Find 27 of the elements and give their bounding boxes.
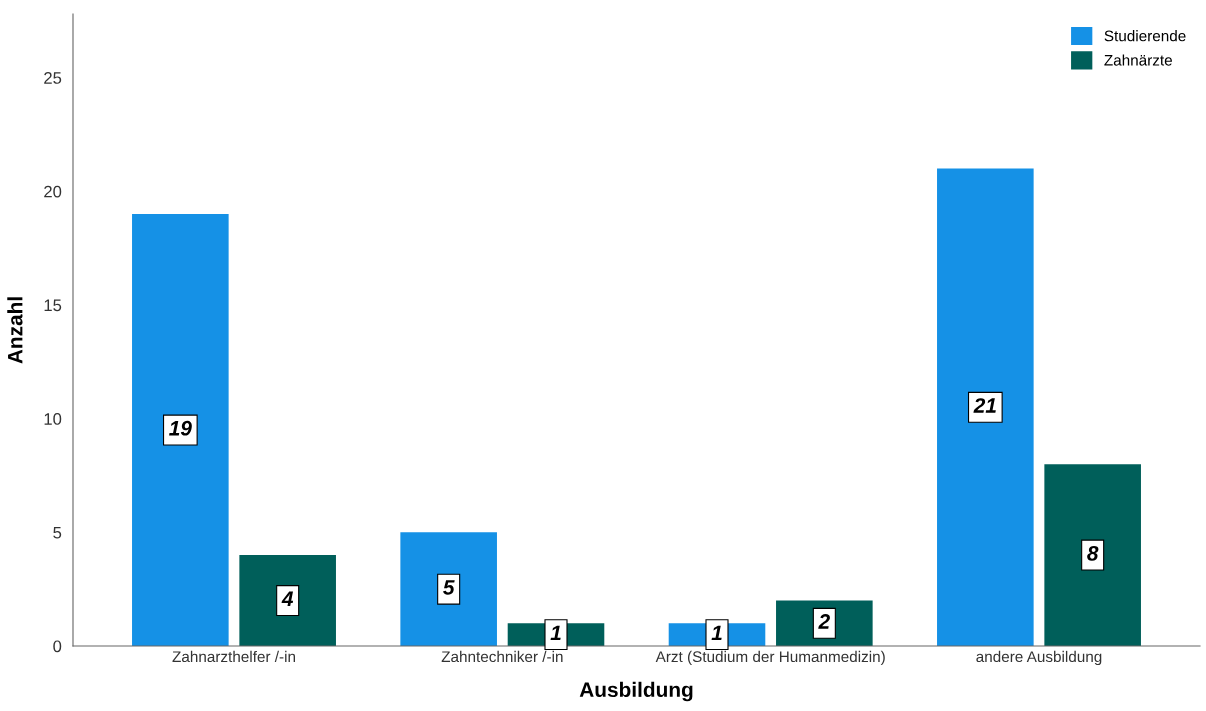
data-label: 4: [281, 591, 294, 606]
y-axis-title: Anzahl: [7, 297, 23, 364]
legend-label: Studierende: [1104, 30, 1186, 42]
x-axis-title: Ausbildung: [579, 681, 693, 702]
bar: [1044, 464, 1141, 646]
bar: [400, 532, 497, 646]
data-label: 21: [973, 398, 996, 413]
data-label: 8: [1087, 545, 1099, 561]
y-tick-label: 5: [53, 526, 62, 539]
legend-label: Zahnärzte: [1104, 54, 1172, 66]
x-tick-label: Zahnarzthelfer /-in: [172, 650, 295, 663]
bar: [132, 214, 229, 646]
data-label: 1: [711, 625, 722, 641]
x-tick-label: Zahntechniker /-in: [441, 650, 563, 663]
y-tick-label: 0: [53, 640, 62, 653]
x-tick-label: andere Ausbildung: [976, 650, 1102, 666]
data-label: 19: [169, 420, 192, 436]
y-tick-label: 15: [44, 299, 62, 312]
x-tick-label: Arzt (Studium der Humanmedizin): [655, 650, 885, 666]
y-tick-label: 25: [44, 72, 62, 84]
y-tick-label: 20: [44, 185, 62, 198]
data-label: 1: [550, 625, 561, 641]
bar: [937, 168, 1034, 646]
data-label: 5: [443, 580, 455, 595]
bar: [239, 555, 336, 646]
y-tick-label: 10: [44, 413, 62, 425]
data-label: 2: [818, 614, 830, 629]
